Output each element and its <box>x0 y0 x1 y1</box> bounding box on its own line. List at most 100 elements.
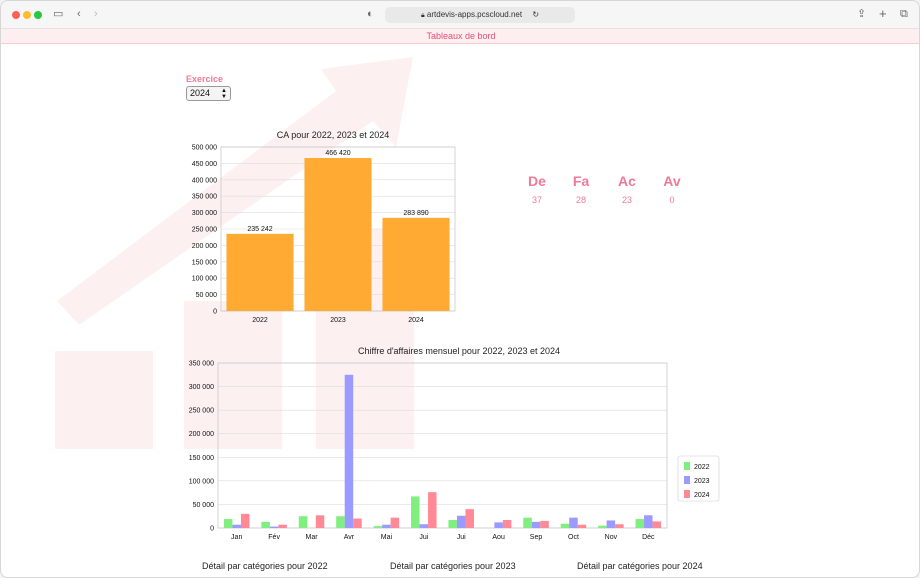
x-tick-label: Déc <box>642 534 655 541</box>
bar-2024[interactable] <box>382 217 450 311</box>
bar-2023-Oct[interactable] <box>569 517 578 528</box>
address-text: artdevis-apps.pcscloud.net <box>426 10 523 19</box>
bar-2023-Fév[interactable] <box>269 526 279 528</box>
bar-2022-Jui[interactable] <box>411 496 420 528</box>
bar-2023-Jui[interactable] <box>456 515 466 528</box>
exercice-select[interactable]: 2024 ▲ ▼ <box>186 86 231 101</box>
shield-icon[interactable]: ◐ <box>367 8 374 20</box>
ca-annual-chart: CA pour 2022, 2023 et 2024 235 242 466 42… <box>192 130 456 324</box>
close-window-button[interactable] <box>12 11 20 19</box>
minimize-window-button[interactable] <box>23 11 31 19</box>
x-tick-label: Jui <box>457 534 466 541</box>
share-icon[interactable]: ⇪ <box>857 8 867 20</box>
bar-2023-Mai[interactable] <box>382 524 391 528</box>
legend-swatch <box>684 490 690 498</box>
bar-2022-Oct[interactable] <box>560 523 570 528</box>
kpi-value: 37 <box>531 195 542 205</box>
bar-2023-Jui[interactable] <box>419 524 429 528</box>
maximize-window-button[interactable] <box>34 11 42 19</box>
y-tick-label: 250 000 <box>192 227 217 234</box>
bar-2023-Déc[interactable] <box>644 515 653 528</box>
kpi-value: 0 <box>669 195 675 205</box>
kpi-value: 28 <box>575 195 586 205</box>
bar-2022[interactable] <box>226 233 294 311</box>
x-tick-label: Nov <box>605 534 618 541</box>
bar-2024-Jan[interactable] <box>240 513 250 528</box>
bar-2023-Avr[interactable] <box>344 374 354 528</box>
kpi-label: Ac <box>618 173 636 189</box>
new-tab-icon[interactable]: + <box>879 6 887 21</box>
bar-2022-Jui[interactable] <box>448 519 457 528</box>
detail-link-2023[interactable]: Détail par catégories pour 2023 <box>390 561 516 571</box>
x-tick-label: Jan <box>231 534 242 541</box>
kpi-factures: Fa 28 <box>561 173 601 205</box>
y-tick-label: 100 000 <box>189 478 214 485</box>
kpi-avoirs: Av 0 <box>652 173 692 205</box>
forward-icon[interactable]: › <box>94 8 98 20</box>
bar-2023-Sep[interactable] <box>531 521 541 528</box>
bar-2022-Mar[interactable] <box>298 516 308 528</box>
bar-2022-Nov[interactable] <box>598 525 607 528</box>
x-tick-label: Aou <box>492 534 505 541</box>
detail-link-2024[interactable]: Détail par catégories pour 2024 <box>577 561 703 571</box>
kpi-value: 23 <box>621 195 632 205</box>
bar-2024-Déc[interactable] <box>652 521 662 528</box>
y-tick-label: 150 000 <box>192 259 217 266</box>
exercice-select-value: 2024 <box>190 88 211 98</box>
kpi-devis: De 37 <box>517 173 557 205</box>
bar-2022-Avr[interactable] <box>336 516 345 528</box>
y-tick-label: 50 000 <box>196 292 218 299</box>
detail-link-2022[interactable]: Détail par catégories pour 2022 <box>202 561 328 571</box>
x-tick-label: 2022 <box>252 317 268 324</box>
bar-2022-Sep[interactable] <box>523 517 532 528</box>
bar-2024-Fév[interactable] <box>278 524 287 528</box>
exercice-label: Exercice <box>186 74 224 84</box>
bar-2022-Mai[interactable] <box>373 526 383 528</box>
bar-2023-Nov[interactable] <box>606 520 616 528</box>
bar-value-label: 466 420 <box>325 150 350 157</box>
top-navbar: Tableaux de bord <box>1 29 919 44</box>
y-tick-label: 300 000 <box>192 210 217 217</box>
bar-2022-Fév[interactable] <box>261 521 270 528</box>
bar-2024-Mar[interactable] <box>315 515 325 528</box>
bar-2022-Déc[interactable] <box>635 519 645 528</box>
y-tick-label: 450 000 <box>192 161 217 168</box>
legend-swatch <box>684 462 690 470</box>
chart-title: Chiffre d'affaires mensuel pour 2022, 20… <box>358 346 560 356</box>
bar-2024-Aou[interactable] <box>502 519 512 528</box>
y-tick-label: 400 000 <box>192 177 217 184</box>
reload-icon[interactable]: ↻ <box>532 10 540 19</box>
bar-2023[interactable] <box>304 158 372 311</box>
x-tick-label: Mai <box>381 534 393 541</box>
y-tick-label: 150 000 <box>189 455 214 462</box>
back-icon[interactable]: ‹ <box>77 8 81 20</box>
navbar-title[interactable]: Tableaux de bord <box>426 31 496 41</box>
y-tick-label: 50 000 <box>193 502 215 509</box>
sidebar-icon[interactable]: ▭ <box>53 8 64 20</box>
lock-icon: 🔒︎ <box>420 12 425 19</box>
bar-2022-Jan[interactable] <box>223 519 233 528</box>
bar-2024-Oct[interactable] <box>577 524 587 528</box>
bar-2023-Jan[interactable] <box>232 524 241 528</box>
bar-2023-Aou[interactable] <box>494 522 503 528</box>
browser-toolbar: ▭ ‹ › ◐ 🔒︎ artdevis-apps.pcscloud.net ↻ … <box>1 1 919 29</box>
select-arrows-icon: ▲ ▼ <box>221 88 227 100</box>
y-tick-label: 500 000 <box>192 145 217 152</box>
bar-2024-Mai[interactable] <box>390 517 400 528</box>
address-bar[interactable]: 🔒︎ artdevis-apps.pcscloud.net ↻ <box>385 7 575 23</box>
ca-monthly-chart: Chiffre d'affaires mensuel pour 2022, 20… <box>189 346 720 541</box>
bar-2024-Jui[interactable] <box>465 509 474 528</box>
legend-label: 2023 <box>694 478 710 485</box>
bar-2024-Nov[interactable] <box>615 524 624 528</box>
kpi-acomptes: Ac 23 <box>607 173 647 205</box>
bar-2024-Avr[interactable] <box>353 518 362 528</box>
page-content: Tableaux de bord Exercice 2024 ▲ ▼ CA pou… <box>1 29 919 577</box>
x-tick-label: 2023 <box>330 317 346 324</box>
y-tick-label: 0 <box>213 309 217 316</box>
tabs-overview-icon[interactable]: ⧉ <box>900 8 908 20</box>
bar-value-label: 235 242 <box>247 226 272 233</box>
bar-2024-Jui[interactable] <box>428 492 437 528</box>
bar-2024-Sep[interactable] <box>540 520 549 528</box>
y-tick-label: 200 000 <box>189 431 214 438</box>
